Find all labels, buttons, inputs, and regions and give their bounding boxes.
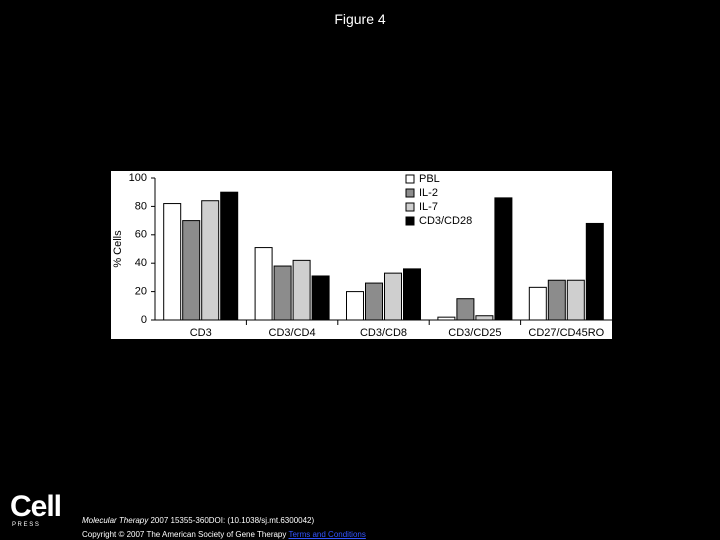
x-tick-label: CD3/CD4 bbox=[269, 327, 316, 339]
y-tick-label: 20 bbox=[135, 286, 147, 298]
bar bbox=[456, 298, 475, 321]
legend-label: IL-7 bbox=[419, 201, 438, 213]
journal: Molecular Therapy bbox=[82, 516, 149, 525]
citation-line: Molecular Therapy 2007 15355-360DOI: (10… bbox=[82, 514, 366, 528]
y-tick-label: 0 bbox=[141, 314, 147, 326]
bar bbox=[220, 191, 239, 321]
bar bbox=[254, 247, 273, 321]
copyright: Copyright © 2007 The American Society of… bbox=[82, 530, 287, 539]
legend-label: IL-2 bbox=[419, 187, 438, 199]
bar bbox=[273, 265, 292, 321]
bar bbox=[346, 291, 364, 321]
bar bbox=[494, 197, 513, 321]
legend-swatch bbox=[405, 202, 415, 212]
bar bbox=[566, 279, 585, 321]
bar bbox=[311, 275, 330, 321]
y-axis-label: % Cells bbox=[112, 230, 124, 268]
bar bbox=[163, 203, 182, 321]
slide-title: Figure 4 bbox=[334, 11, 386, 27]
bar bbox=[201, 200, 220, 321]
y-tick-label: 100 bbox=[129, 172, 147, 184]
y-tick-label: 80 bbox=[135, 200, 147, 212]
x-tick-label: CD3 bbox=[190, 327, 212, 339]
bar bbox=[437, 316, 456, 321]
y-tick-label: 60 bbox=[135, 229, 147, 241]
legend-swatch bbox=[405, 188, 415, 198]
legend-swatch bbox=[405, 174, 415, 184]
logo: Cell bbox=[10, 490, 62, 523]
bar bbox=[475, 315, 494, 321]
bar bbox=[384, 272, 402, 321]
y-tick-label: 40 bbox=[135, 257, 147, 269]
bar bbox=[403, 268, 421, 321]
copyright-line: Copyright © 2007 The American Society of… bbox=[82, 528, 366, 540]
bar bbox=[182, 220, 201, 321]
citation: 2007 15355-360DOI: (10.1038/sj.mt.630004… bbox=[150, 516, 315, 525]
bar bbox=[585, 222, 604, 321]
bar bbox=[547, 279, 566, 321]
bar bbox=[365, 282, 383, 321]
x-tick-label: CD3/CD25 bbox=[448, 327, 501, 339]
footer: Molecular Therapy 2007 15355-360DOI: (10… bbox=[82, 514, 366, 540]
legend-label: PBL bbox=[419, 173, 440, 185]
bar bbox=[528, 286, 547, 321]
legend-label: CD3/CD28 bbox=[419, 215, 472, 227]
x-tick-label: CD3/CD8 bbox=[360, 327, 407, 339]
terms-link[interactable]: Terms and Conditions bbox=[288, 530, 366, 539]
logo-sub: P R E S S bbox=[12, 522, 39, 528]
legend-swatch bbox=[405, 216, 415, 226]
bar bbox=[292, 259, 311, 321]
x-tick-label: CD27/CD45RO bbox=[528, 327, 604, 339]
